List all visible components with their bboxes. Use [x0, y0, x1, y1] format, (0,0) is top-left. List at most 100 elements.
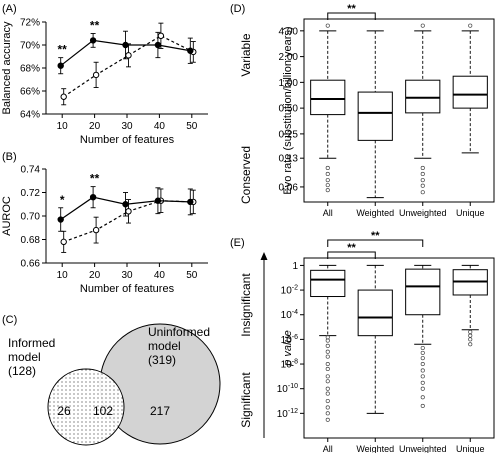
y-tick-label: 0.66 [21, 259, 41, 270]
outlier-point [325, 349, 330, 354]
data-point-open [92, 226, 100, 234]
x-tick-label: 30 [121, 270, 133, 281]
y-tick-label: 70% [20, 41, 40, 52]
data-point-filled [154, 41, 162, 49]
outlier-point [325, 23, 330, 28]
venn-circle-informed [47, 368, 125, 446]
outlier-point [420, 183, 425, 188]
y-tick-label-base: 10 [281, 286, 293, 297]
y-tick-label: 0.06 [279, 182, 299, 193]
y-tick-label: 10-12 [277, 408, 298, 420]
data-point-filled [57, 62, 64, 69]
data-point-open [157, 32, 165, 39]
side-label-bottom: Conserved [239, 146, 253, 204]
y-tick-label: 0.13 [279, 154, 299, 165]
outlier-point [325, 374, 330, 379]
data-point-filled [89, 194, 97, 201]
y-axis-title: AUROC [1, 196, 13, 236]
outlier-point [325, 354, 330, 359]
significance-marker: ** [347, 3, 356, 15]
outlier-point [420, 380, 425, 385]
x-tick-label: 50 [186, 121, 198, 132]
outlier-point [420, 361, 425, 367]
x-tick-label: 10 [57, 270, 69, 281]
data-point-filled [122, 41, 129, 49]
y-tick-label-base: 1 [292, 261, 298, 272]
outlier-point [325, 398, 330, 404]
data-point-filled [122, 201, 129, 208]
x-tick-label: Weighted [356, 444, 394, 453]
y-tick-label-base: 10 [281, 360, 293, 371]
x-tick-label: 20 [89, 270, 101, 281]
y-tick-label: 72% [20, 18, 40, 29]
panel-label: (A) [2, 3, 17, 15]
y-tick-label: 10-4 [281, 309, 298, 321]
x-axis-title: Number of features [80, 283, 175, 295]
significance-marker: ** [371, 230, 380, 242]
significance-marker: * [60, 193, 65, 207]
y-tick-label-exponent: -4 [292, 309, 298, 316]
outlier-point [325, 338, 330, 343]
y-tick-label-base: 10 [281, 335, 293, 346]
significance-arrow-head [260, 252, 268, 260]
data-point-open [92, 71, 100, 79]
outlier-point [325, 188, 330, 193]
y-tick-label-exponent: -10 [288, 383, 298, 390]
data-point-filled [187, 198, 194, 206]
y-tick-label-exponent: -12 [288, 408, 298, 415]
y-tick-label: 4.00 [279, 26, 299, 37]
outlier-point [325, 178, 330, 183]
outlier-point [468, 23, 473, 28]
y-tick-label: 0.70 [21, 212, 41, 223]
y-tick-label: 1.00 [279, 78, 299, 89]
y-tick-label-base: 10 [281, 310, 293, 321]
significance-marker: ** [58, 43, 68, 57]
y-tick-label: 68% [20, 64, 40, 75]
y-tick-label-exponent: -6 [292, 334, 298, 341]
side-label-bottom: Significant [239, 372, 253, 428]
y-tick-label: 10-8 [281, 359, 298, 371]
outlier-point [468, 329, 473, 335]
outlier-point [325, 343, 330, 348]
y-tick-label: 0.25 [279, 129, 299, 140]
venn-set-label-uninformed: Uninformed [148, 325, 210, 339]
x-axis-title: Number of features [80, 134, 175, 146]
side-label-top: Insignificant [239, 273, 253, 337]
outlier-point [420, 165, 425, 170]
y-tick-label-exponent: -8 [292, 359, 298, 366]
significance-marker: ** [347, 242, 356, 254]
outlier-point [325, 361, 330, 367]
y-tick-label-exponent: -2 [292, 285, 298, 292]
side-label-top: Variable [239, 33, 253, 76]
outlier-point [468, 342, 473, 347]
outlier-point [325, 379, 330, 384]
significance-marker: ** [90, 19, 100, 33]
x-tick-label: All [323, 444, 333, 453]
data-point-open [60, 238, 67, 246]
outlier-point [325, 183, 330, 188]
outlier-point [420, 374, 425, 379]
significance-bracket [327, 251, 376, 259]
x-tick-label: 10 [57, 121, 69, 132]
y-tick-label: 0.50 [279, 104, 299, 115]
data-point-open [60, 93, 67, 100]
box-iqr [357, 289, 393, 337]
venn-region-overlap: 102 [93, 404, 113, 418]
y-tick-label: 2.00 [279, 52, 299, 63]
x-tick-label: 30 [121, 121, 133, 132]
outlier-point [420, 171, 425, 177]
data-point-open [125, 52, 132, 59]
x-tick-label: Weighted [356, 208, 394, 218]
y-tick-label: 0.74 [21, 165, 41, 176]
y-tick-label-base: 10 [277, 384, 289, 395]
box-iqr [452, 75, 488, 109]
x-tick-label: 40 [154, 270, 166, 281]
y-tick-label: 10-6 [281, 334, 298, 346]
data-point-open [125, 208, 132, 215]
x-tick-label: Unweighted [399, 208, 447, 218]
outlier-point [325, 391, 330, 396]
venn-set-label-informed: model [8, 350, 41, 364]
outlier-point [325, 386, 330, 391]
significance-bracket [327, 12, 376, 20]
x-tick-label: 50 [186, 270, 198, 281]
